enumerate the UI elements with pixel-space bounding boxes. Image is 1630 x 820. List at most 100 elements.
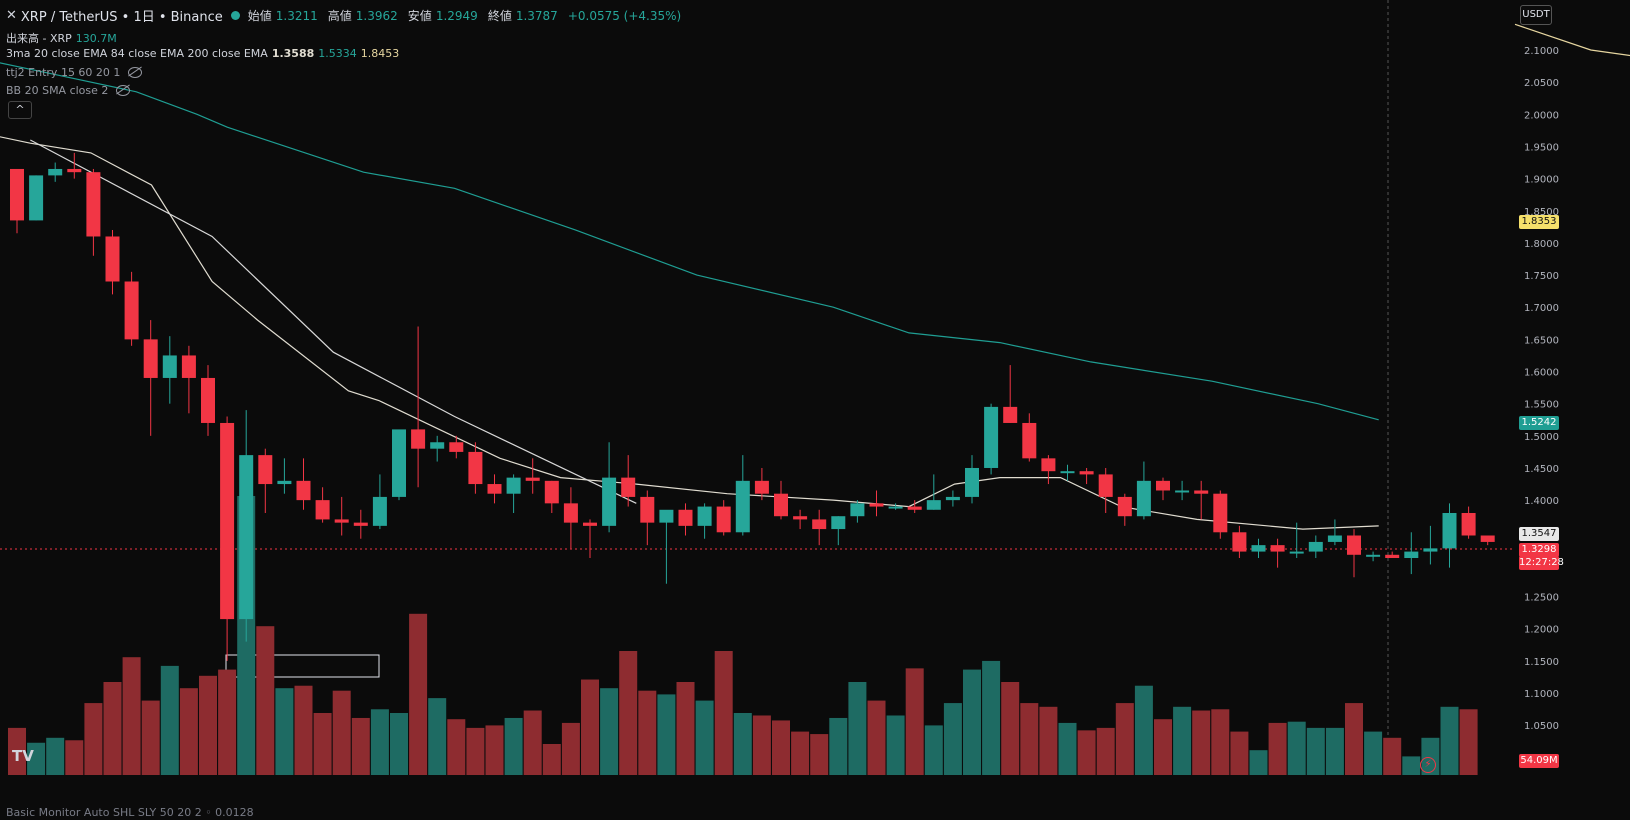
ema20-line — [0, 136, 1379, 530]
bb-label: BB 20 SMA close 2 — [6, 84, 109, 97]
volume-bar — [982, 660, 1001, 775]
volume-bar — [638, 690, 657, 775]
candle-body — [793, 516, 808, 520]
candle-body — [907, 506, 922, 510]
ema-indicator-row[interactable]: 3ma 20 close EMA 84 close EMA 200 close … — [6, 47, 399, 60]
candle-body — [1060, 471, 1075, 474]
volume-bar — [1096, 727, 1115, 775]
price-axis-tick: 1.2500 — [1524, 593, 1559, 604]
volume-bar — [294, 685, 313, 775]
candle-body — [1213, 493, 1228, 533]
candle-body — [754, 480, 769, 494]
candle-body — [487, 484, 502, 494]
price-axis-tick: 1.8500 — [1524, 207, 1559, 218]
candle-body — [621, 477, 636, 497]
volume-label: 出来高 - XRP — [6, 32, 72, 45]
candle-body — [449, 442, 464, 452]
hidden-eye-icon[interactable] — [116, 85, 131, 96]
volume-bar — [428, 698, 447, 775]
collapse-indicators-button[interactable]: ^ — [8, 101, 32, 119]
volume-bar — [199, 675, 217, 775]
volume-value: 130.7M — [75, 31, 117, 45]
symbol-title[interactable]: XRP / TetherUS • 1日 • Binance — [20, 10, 223, 25]
close-icon[interactable]: ✕ — [6, 8, 17, 23]
price-axis-tick: 2.0500 — [1524, 78, 1559, 89]
candle-body — [945, 496, 960, 501]
price-axis-tick: 1.1000 — [1524, 689, 1559, 700]
candle-body — [1251, 545, 1266, 552]
candle-body — [1404, 551, 1419, 559]
volume-bar — [27, 742, 46, 775]
tradingview-logo: TV — [12, 747, 34, 765]
volume-bar — [963, 669, 981, 775]
price-axis-tick: 1.5000 — [1524, 432, 1559, 443]
price-axis-tick: 1.8000 — [1524, 239, 1559, 250]
volume-bar — [504, 717, 523, 775]
symbol-header: ✕ XRP / TetherUS • 1日 • Binance 始値 1.3211… — [6, 6, 687, 25]
volume-bar — [1039, 706, 1058, 775]
ema84-line — [0, 62, 1379, 421]
candle-body — [506, 477, 521, 494]
candle-body — [697, 506, 712, 526]
volume-bar — [160, 665, 179, 775]
price-axis-tick: 2.0000 — [1524, 110, 1559, 121]
volume-bar — [561, 722, 580, 775]
volume-bar — [1364, 731, 1383, 775]
volume-bar — [600, 688, 619, 775]
volume-bar — [1230, 731, 1249, 775]
volume-bar — [141, 700, 160, 775]
volume-bar — [122, 657, 141, 775]
volume-bar — [657, 694, 676, 775]
volume-indicator-row[interactable]: 出来高 - XRP 130.7M — [6, 30, 117, 46]
candle-body — [1175, 490, 1190, 493]
volume-bar — [581, 679, 599, 775]
volume-bar — [905, 668, 924, 775]
ttj2-indicator-row[interactable]: ttj2 Entry 15 60 20 1 — [6, 66, 143, 79]
countdown-tag: 12:27:28 — [1519, 556, 1564, 570]
candle-body — [1480, 535, 1495, 542]
flash-icon[interactable]: ⚡ — [1420, 757, 1436, 773]
volume-bar — [1173, 706, 1192, 775]
candle-body — [220, 422, 235, 620]
volume-tag: 54.09M — [1519, 754, 1559, 768]
ema20-price-tag: 1.3547 — [1519, 527, 1559, 541]
candle-body — [67, 168, 82, 173]
volume-bar — [351, 717, 370, 775]
volume-bar — [447, 719, 466, 775]
price-axis-tick: 1.6000 — [1524, 368, 1559, 379]
candle-body — [1385, 554, 1400, 559]
volume-bar — [332, 690, 351, 775]
ema200-value: 1.8453 — [360, 47, 400, 60]
candle-body — [1327, 535, 1342, 542]
volume-bar — [714, 651, 733, 775]
candle-body — [1308, 541, 1323, 552]
candle-body — [1156, 480, 1170, 491]
price-axis-tick: 1.9000 — [1524, 175, 1559, 186]
ema20-value: 1.3588 — [271, 47, 315, 60]
candle-body — [296, 480, 311, 501]
bb-indicator-row[interactable]: BB 20 SMA close 2 — [6, 84, 131, 97]
volume-bar — [370, 709, 389, 775]
volume-bar — [65, 740, 84, 775]
candle-body — [124, 281, 139, 340]
volume-bar — [84, 703, 103, 775]
candle-body — [1347, 535, 1361, 555]
candle-body — [277, 480, 292, 485]
candle-body — [716, 506, 731, 533]
volume-bar — [1115, 703, 1134, 775]
currency-button[interactable]: USDT — [1520, 5, 1552, 25]
close-value: 1.3787 — [515, 8, 558, 23]
volume-bar — [810, 734, 829, 775]
candle-body — [1136, 480, 1151, 517]
volume-bar — [409, 613, 428, 775]
candle-body — [1423, 548, 1438, 552]
low-label: 安値 — [407, 9, 432, 23]
candle-body — [1366, 554, 1381, 557]
candle-body — [812, 519, 827, 530]
volume-bar — [275, 688, 294, 775]
volume-bar — [390, 713, 408, 775]
hidden-eye-icon[interactable] — [128, 67, 143, 78]
candle-body — [602, 477, 617, 526]
price-axis-tick: 1.4000 — [1524, 496, 1559, 507]
